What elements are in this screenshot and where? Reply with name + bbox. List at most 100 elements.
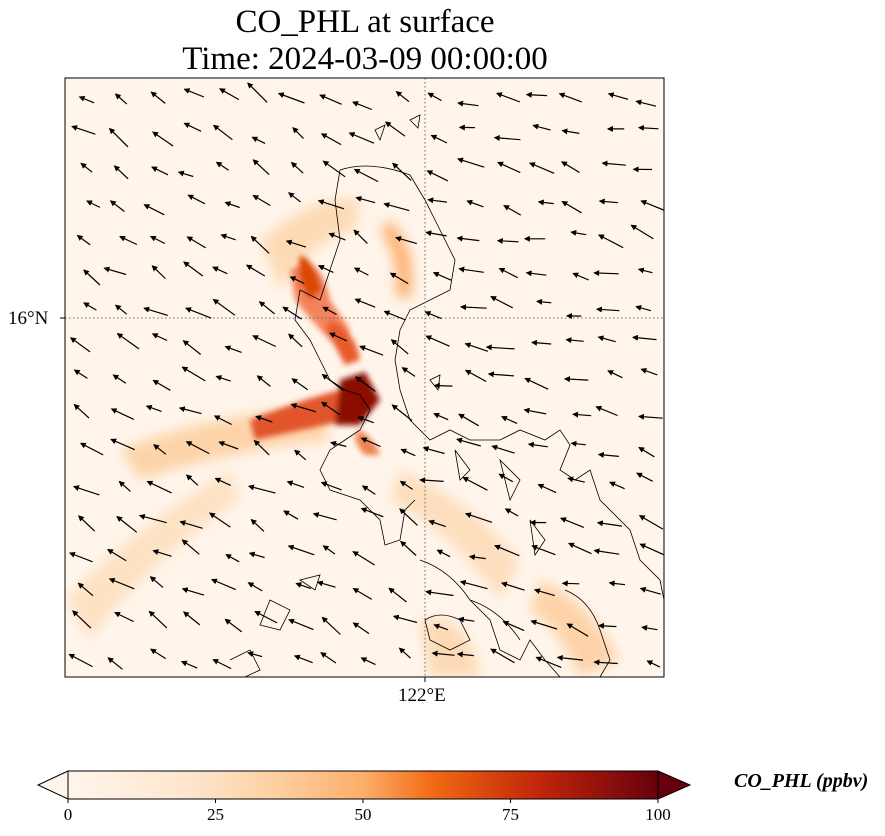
wind-arrow [277, 92, 305, 104]
wind-arrow [498, 473, 514, 483]
wind-arrow [245, 264, 266, 277]
wind-arrow [561, 161, 580, 174]
wind-arrow [352, 622, 370, 635]
wind-arrow [76, 234, 91, 246]
wind-arrow [490, 648, 515, 664]
wind-arrow [399, 508, 418, 526]
wind-arrow [185, 307, 212, 319]
wind-arrow [491, 444, 515, 454]
wind-arrow [355, 196, 376, 204]
wind-arrow [556, 654, 584, 661]
wind-arrow [289, 276, 305, 285]
wind-arrow [638, 515, 664, 530]
wind-arrow [360, 507, 384, 518]
wind-arrow [150, 91, 166, 104]
wind-arrow [354, 298, 376, 308]
wind-arrow [425, 335, 450, 347]
wind-arrow [83, 269, 101, 286]
wind-arrow [598, 234, 624, 249]
wind-arrow [152, 131, 174, 147]
wind-arrow [328, 332, 347, 342]
wind-arrow [464, 369, 487, 383]
colorbar-tick-0: 0 [63, 805, 73, 824]
wind-arrow [464, 342, 489, 352]
wind-arrow [433, 382, 453, 389]
wind-arrow [527, 441, 548, 448]
wind-arrow [320, 652, 337, 664]
wind-arrow [210, 578, 236, 591]
wind-arrow [179, 520, 203, 529]
wind-arrow [152, 379, 171, 391]
wind-arrow [103, 266, 127, 276]
wind-arrow [116, 333, 140, 350]
wind-arrow [178, 406, 202, 415]
wind-arrow [593, 659, 618, 666]
wind-arrow [258, 301, 275, 315]
wind-arrow [523, 407, 547, 415]
wind-arrow [149, 235, 166, 245]
wind-arrow [143, 204, 165, 216]
wind-arrow [250, 518, 265, 532]
wind-arrow [113, 165, 129, 180]
wind-arrow [224, 345, 242, 353]
wind-arrow [596, 520, 623, 527]
wind-arrow [433, 623, 449, 631]
wind-arrow [320, 133, 342, 146]
wind-arrow [572, 272, 589, 281]
wind-arrow [537, 483, 557, 494]
wind-arrow [290, 403, 317, 413]
wind-arrow [430, 134, 448, 144]
wind-arrow [107, 548, 127, 562]
wind-arrow [181, 539, 200, 555]
wind-arrow [212, 298, 236, 316]
wind-arrow [431, 650, 455, 657]
wind-arrow [322, 160, 346, 178]
wind-arrow [567, 476, 585, 483]
wind-arrow [595, 306, 620, 313]
wind-arrow [400, 540, 417, 556]
wind-arrow [108, 577, 135, 590]
wind-arrow [535, 656, 562, 668]
wind-arrow [114, 611, 134, 623]
wind-arrow [392, 614, 418, 624]
wind-arrow [572, 411, 592, 418]
wind-arrow [525, 91, 548, 98]
wind-arrow [110, 408, 135, 421]
wind-arrow [212, 659, 232, 670]
wind-arrow [215, 161, 229, 171]
wind-arrow [609, 481, 625, 490]
wind-arrow [395, 90, 410, 103]
wind-arrow [253, 439, 270, 456]
wind-arrow [288, 333, 303, 348]
wind-arrow [353, 267, 369, 276]
wind-arrow [247, 651, 263, 658]
wind-arrow [458, 266, 484, 273]
wind-arrow [638, 413, 663, 420]
wind-arrow [495, 92, 521, 103]
wind-arrow [357, 415, 374, 424]
wind-arrow [607, 92, 629, 100]
colorbar-tick-100: 100 [645, 805, 671, 824]
wind-arrow [399, 480, 413, 490]
wind-arrow [86, 200, 101, 208]
wind-arrow [285, 239, 307, 248]
wind-arrow [593, 548, 620, 555]
wind-arrow [71, 125, 96, 135]
wind-arrow [502, 620, 525, 632]
concentration-field [65, 78, 664, 677]
wind-arrow [118, 480, 131, 492]
wind-arrow [183, 88, 205, 98]
map-frame [64, 77, 665, 678]
wind-arrow [466, 199, 484, 208]
wind-arrow [183, 261, 204, 277]
wind-arrow [78, 96, 95, 104]
wind-arrow [567, 542, 592, 555]
wind-arrow [145, 404, 162, 412]
wind-arrow [352, 551, 375, 566]
wind-arrow [400, 448, 416, 457]
wind-arrow [107, 657, 123, 670]
wind-arrow [498, 267, 518, 279]
wind-arrow [565, 337, 584, 344]
wind-arrow [635, 305, 652, 312]
